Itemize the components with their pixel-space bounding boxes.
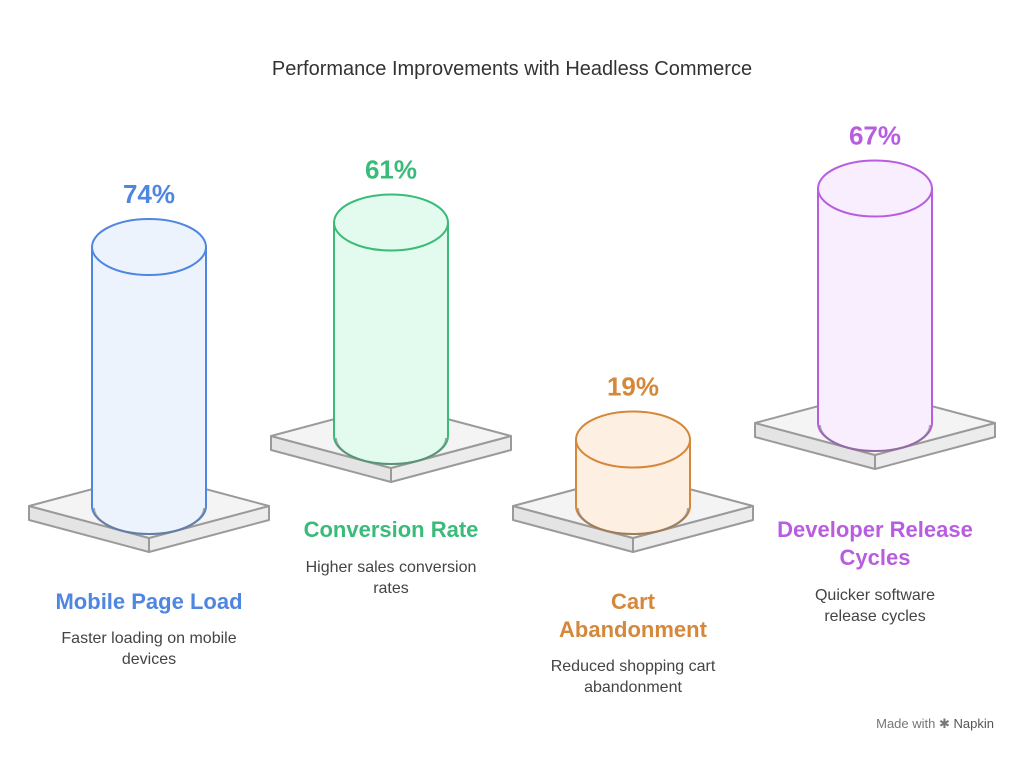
cylinder-cart-abandonment-shadow	[577, 507, 689, 535]
made-with-napkin[interactable]: Made with ✱ Napkin	[876, 716, 994, 732]
diagram-title: Performance Improvements with Headless C…	[271, 58, 753, 80]
label-developer-release-cycles: Developer Release Cycles	[777, 517, 973, 570]
label-cart-abandonment: Cart Abandonment	[559, 589, 707, 642]
cylinder-mobile-page-load-shadow	[93, 507, 205, 535]
footer-brand: Napkin	[953, 716, 994, 731]
cylinder-cart-abandonment-top	[575, 410, 691, 469]
percent-cart-abandonment: 19%	[607, 372, 659, 402]
cylinder-conversion-rate-shadow	[335, 437, 447, 465]
label-mobile-page-load: Mobile Page Load	[55, 589, 243, 614]
cylinder-conversion-rate-body	[333, 221, 449, 465]
label-conversion-rate: Conversion Rate	[303, 517, 479, 542]
description-developer-release-cycles: Quicker software release cycles	[814, 587, 936, 625]
cylinder-developer-release-cycles-shadow	[819, 424, 931, 452]
cylinder-mobile-page-load-top	[91, 218, 207, 276]
cylinder-mobile-page-load-body	[91, 246, 207, 535]
description-mobile-page-load: Faster loading on mobile devices	[61, 630, 237, 668]
percent-mobile-page-load: 74%	[123, 179, 175, 209]
footer-prefix: Made with	[876, 716, 936, 731]
napkin-logo-icon: ✱	[939, 716, 950, 731]
cylinder-developer-release-cycles-body	[817, 187, 933, 452]
cylinder-developer-release-cycles-top	[817, 159, 933, 218]
percent-conversion-rate: 61%	[365, 155, 417, 185]
cylinder-conversion-rate-top	[333, 193, 449, 252]
description-cart-abandonment: Reduced shopping cart abandonment	[550, 658, 716, 696]
percent-developer-release-cycles: 67%	[849, 121, 901, 151]
description-conversion-rate: Higher sales conversion rates	[305, 559, 477, 597]
